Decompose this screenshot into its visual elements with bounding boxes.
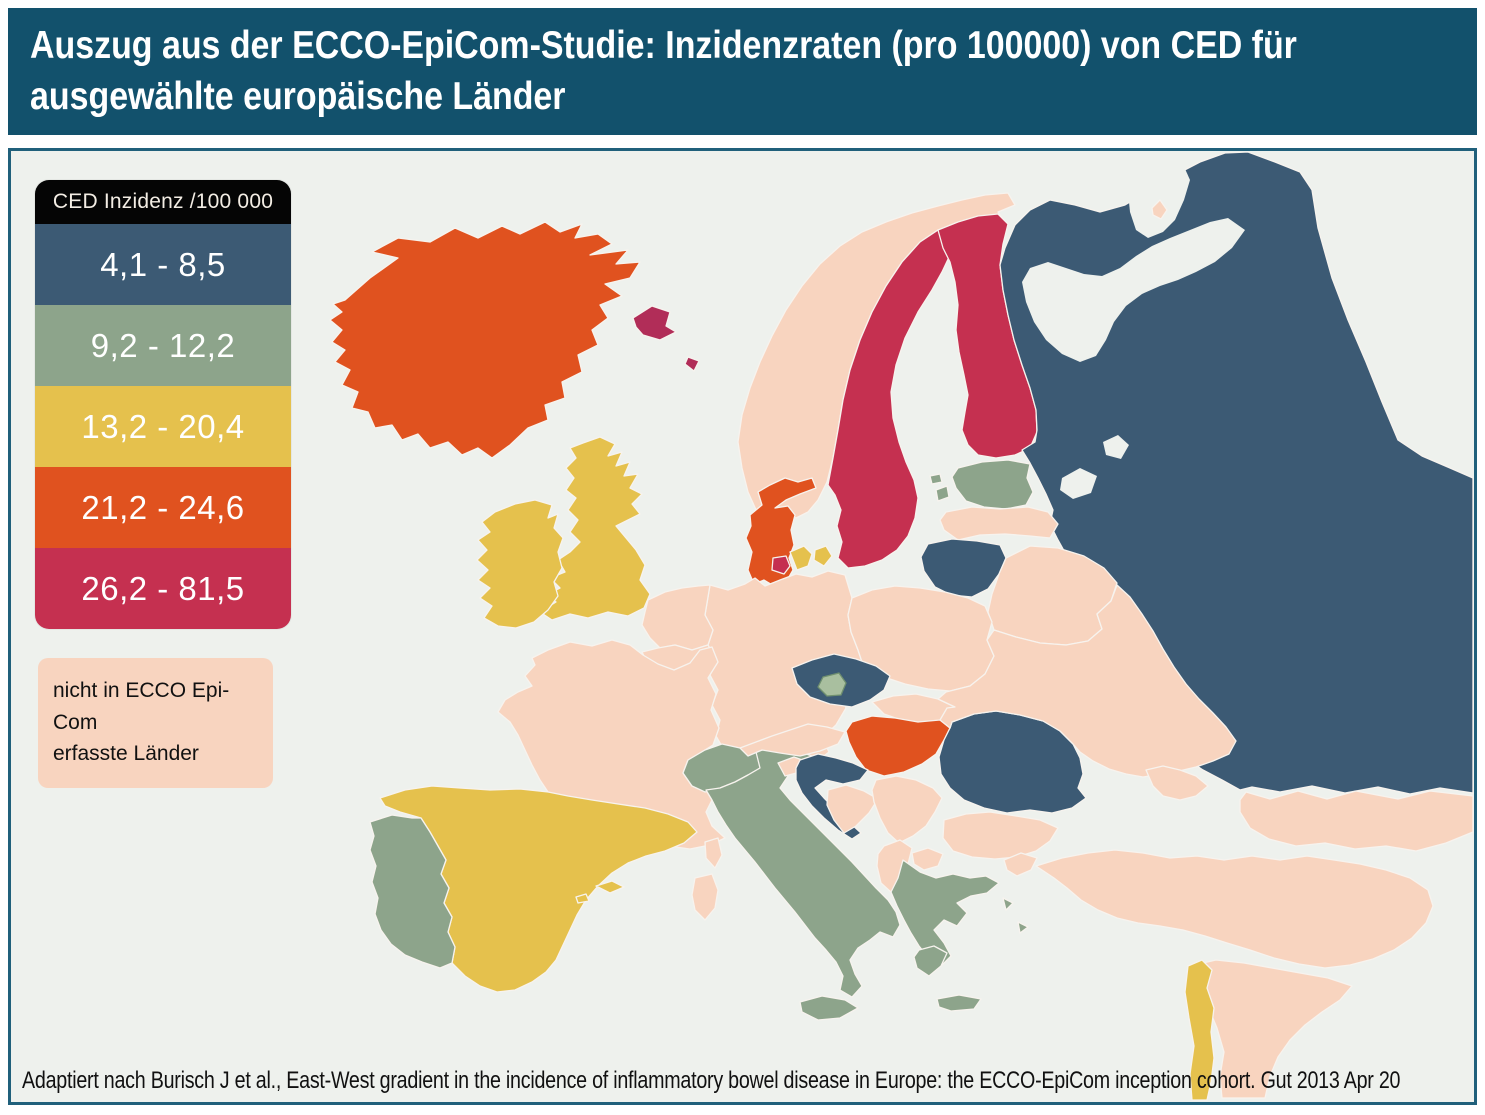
legend-class-3-label: 13,2 - 20,4 xyxy=(81,407,245,445)
lake-ladoga xyxy=(1060,468,1097,499)
white-sea-island xyxy=(1151,199,1168,220)
country-italy xyxy=(705,745,901,998)
region-peloponnese xyxy=(913,945,948,977)
country-shetland-islands xyxy=(684,356,700,372)
country-denmark-islands xyxy=(813,545,833,567)
region-crete xyxy=(936,994,982,1012)
legend-class-4: 21,2 - 24,6 xyxy=(35,467,291,548)
region-syria-levant xyxy=(1189,959,1353,1099)
country-great-britain xyxy=(539,436,651,621)
legend-class-1-label: 4,1 - 8,5 xyxy=(100,245,226,283)
country-ireland xyxy=(476,499,564,629)
legend-class-5: 26,2 - 81,5 xyxy=(35,548,291,629)
greek-island xyxy=(1002,897,1014,911)
page-title-line1: Auszug aus der ECCO-EpiCom-Studie: Inzid… xyxy=(30,24,1297,67)
country-serbia xyxy=(871,775,943,844)
country-israel xyxy=(1184,959,1215,1101)
legend-class-2-label: 9,2 - 12,2 xyxy=(90,326,236,364)
legend-class-3: 13,2 - 20,4 xyxy=(35,386,291,467)
legend: CED Inzidenz /100 000 4,1 - 8,5 9,2 - 12… xyxy=(35,180,291,629)
country-sardinia xyxy=(691,873,719,921)
country-portugal xyxy=(369,814,456,969)
citation-text: Adaptiert nach Burisch J et al., East-We… xyxy=(22,1067,1401,1094)
country-faroe-islands xyxy=(632,305,677,341)
country-netherlands xyxy=(641,584,714,651)
legend-header: CED Inzidenz /100 000 xyxy=(35,180,291,224)
country-greece xyxy=(890,859,1000,967)
country-denmark-zealand xyxy=(789,545,813,571)
country-iceland xyxy=(329,221,641,459)
country-denmark-jutland xyxy=(745,477,817,587)
not-covered-line2: erfasste Länder xyxy=(53,742,199,765)
country-sicily xyxy=(799,995,859,1021)
legend-class-5-label: 26,2 - 81,5 xyxy=(81,569,245,607)
country-macedonia xyxy=(911,847,944,871)
map-panel: CED Inzidenz /100 000 4,1 - 8,5 9,2 - 12… xyxy=(8,148,1477,1105)
country-bosnia xyxy=(826,784,879,834)
region-turkey-european xyxy=(1003,852,1038,877)
not-covered-line1: nicht in ECCO Epi-Com xyxy=(53,679,230,734)
country-corsica xyxy=(704,837,723,869)
region-crimea xyxy=(1145,765,1209,801)
legend-not-covered-note: nicht in ECCO Epi-Com erfasste Länder xyxy=(38,658,273,788)
white-sea xyxy=(1022,218,1245,362)
title-bar: Auszug aus der ECCO-EpiCom-Studie: Inzid… xyxy=(8,8,1477,135)
country-balearic-islands xyxy=(575,880,625,904)
legend-class-4-label: 21,2 - 24,6 xyxy=(81,488,245,526)
country-estonian-islands xyxy=(929,473,950,502)
barents-sea-notch xyxy=(1128,158,1190,238)
country-estonia xyxy=(951,459,1034,510)
europe-choropleth-map xyxy=(329,151,1474,1101)
country-turkey xyxy=(1035,849,1434,969)
country-sweden xyxy=(827,229,956,569)
page-title: Auszug aus der ECCO-EpiCom-Studie: Inzid… xyxy=(30,20,1297,123)
legend-class-2: 9,2 - 12,2 xyxy=(35,305,291,386)
country-germany xyxy=(704,570,865,769)
lake-onega xyxy=(1103,435,1129,459)
country-france xyxy=(497,639,726,850)
page-title-line2: ausgewählte europäische Länder xyxy=(30,75,566,119)
country-latvia xyxy=(939,506,1059,541)
country-hungary xyxy=(845,715,951,777)
region-czech-inner xyxy=(817,672,847,697)
legend-class-1: 4,1 - 8,5 xyxy=(35,224,291,305)
greek-island xyxy=(1017,921,1029,934)
country-austria xyxy=(739,723,846,757)
country-denmark-funen xyxy=(771,555,791,575)
region-caucasus xyxy=(1239,790,1474,852)
country-bulgaria xyxy=(942,811,1059,860)
country-lithuania xyxy=(920,538,1007,598)
